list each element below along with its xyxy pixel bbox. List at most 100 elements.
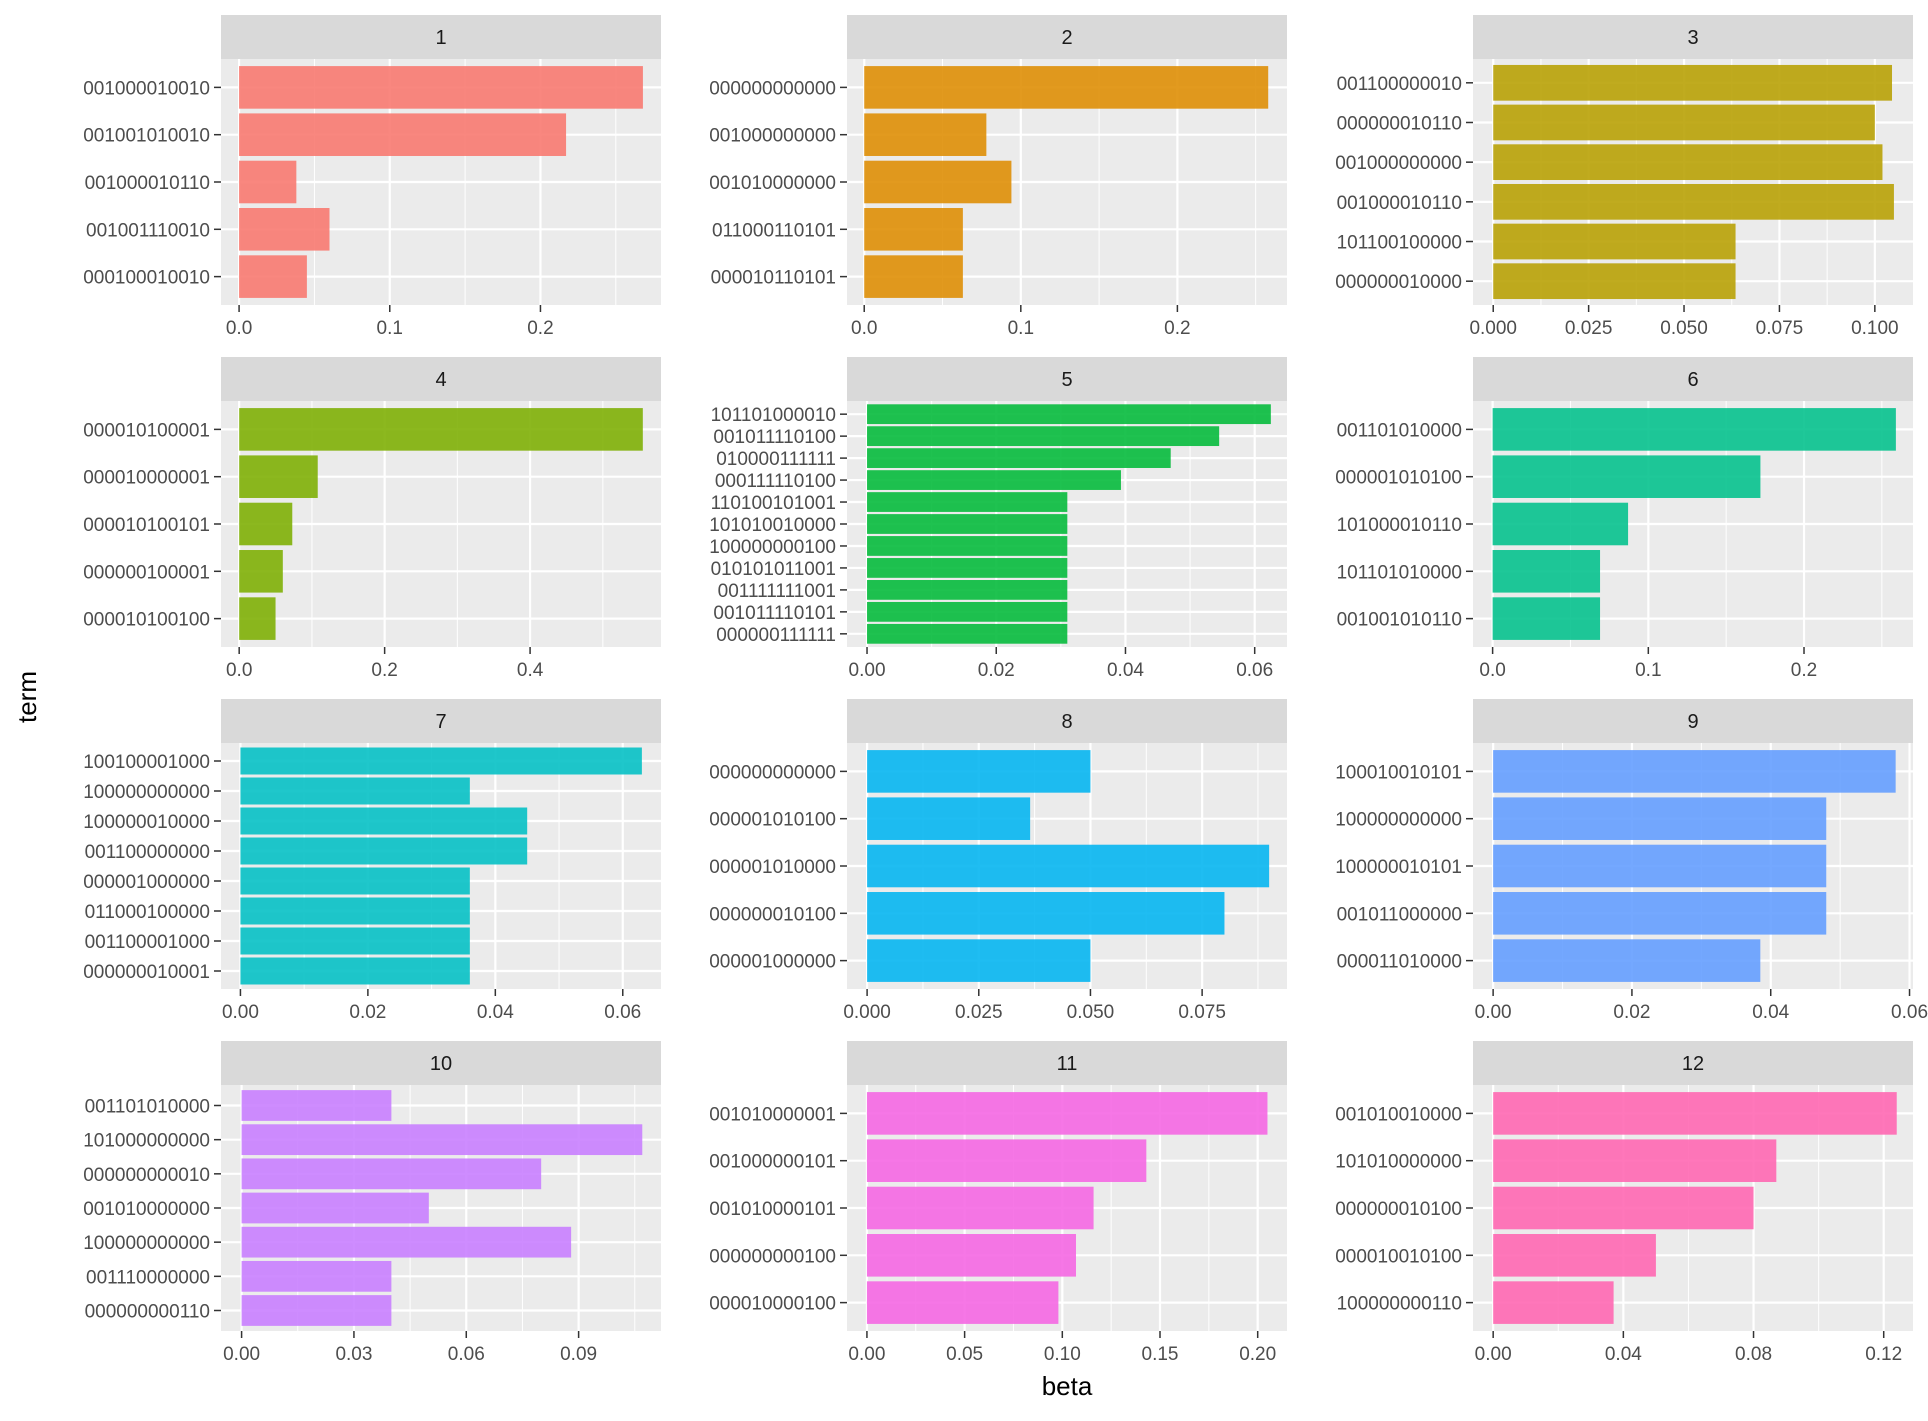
panel-6: 6 001101010000 000001010100 101000010110 101… [1335,357,1913,681]
y-tick-label: 100000010000 [83,812,210,833]
x-tick-label: 0.15 [1142,1344,1179,1365]
x-tick-label: 0.0 [226,660,252,681]
y-tick-label: 010101011001 [711,559,836,580]
panel-title: 4 [435,369,446,391]
y-tick-label: 000000000100 [709,1246,836,1267]
y-tick-label: 001001010010 [83,126,210,147]
bar [241,1158,542,1190]
bar [864,255,963,298]
x-tick-label: 0.1 [1008,318,1034,339]
y-tick-label: 000001010000 [709,857,836,878]
x-tick-label: 0.4 [517,660,544,681]
y-tick-label: 001000010010 [83,78,210,99]
x-tick-label: 0.06 [604,1002,641,1023]
x-tick-label: 0.2 [527,318,553,339]
panel-2: 2 000000000000 001000000000 001010000000 011… [709,15,1287,339]
bar [1493,1234,1656,1277]
x-tick-label: 0.08 [1735,1344,1772,1365]
panel-title: 3 [1687,27,1698,49]
panel-title: 2 [1061,27,1072,49]
bar [867,514,1068,534]
bar [867,844,1270,888]
x-tick-label: 0.00 [848,1344,885,1365]
y-tick-label: 000010100101 [83,515,210,536]
y-tick-label: 001001110010 [86,220,210,241]
y-tick-label: 001011110100 [713,427,836,448]
bar [239,113,567,156]
x-tick-label: 0.050 [1660,318,1708,339]
x-axis-title: beta [1042,1371,1093,1401]
x-tick-label: 0.06 [1891,1002,1928,1023]
panel-title: 1 [435,27,446,49]
bar [241,1260,392,1292]
x-tick-label: 0.04 [477,1002,514,1023]
bar [239,160,297,204]
bar [241,1192,429,1224]
x-tick-label: 0.2 [1791,660,1817,681]
y-tick-label: 001110000000 [86,1267,210,1288]
bar [1493,1092,1897,1135]
bar [864,113,987,156]
panel-strip [847,357,1287,401]
y-tick-label: 101010000000 [1335,1152,1462,1173]
y-tick-label: 011000100000 [85,902,210,923]
panel-strip [847,15,1287,59]
x-tick-label: 0.1 [1635,660,1661,681]
panel-1: 1 001000010010 001001010010 001000010110 001… [83,15,661,339]
bar [1493,939,1761,982]
x-tick-label: 0.05 [946,1344,983,1365]
bar [240,837,528,865]
y-tick-label: 001010010000 [1335,1104,1462,1125]
y-tick-label: 000000010110 [1337,113,1462,134]
y-tick-label: 000001010100 [1335,468,1462,489]
x-tick-label: 0.0 [226,318,252,339]
y-tick-label: 100000000000 [1335,810,1462,831]
x-tick-label: 0.06 [448,1344,485,1365]
y-tick-label: 000010100100 [83,610,210,631]
y-tick-label: 100000000110 [1337,1294,1462,1315]
bar [867,892,1225,935]
bar [1493,104,1875,141]
y-tick-label: 000001000000 [83,872,210,893]
bar [867,939,1091,982]
y-tick-label: 001010000001 [709,1104,836,1125]
panel-8: 8 000000000000 000001010100 000001010000 000… [709,699,1287,1023]
y-axis-title: term [12,671,42,723]
bar [240,897,470,925]
panel-strip [221,357,661,401]
y-tick-label: 001011110101 [713,603,836,624]
x-tick-label: 0.03 [335,1344,372,1365]
bar [866,1234,1076,1277]
y-tick-label: 101000010110 [1337,515,1462,536]
y-tick-label: 001101010000 [85,1097,210,1118]
bar [867,558,1068,578]
x-tick-label: 0.025 [1565,318,1613,339]
x-tick-label: 0.2 [1164,318,1190,339]
x-tick-label: 0.00 [1475,1002,1512,1023]
y-tick-label: 000001000000 [709,952,836,973]
bar [1493,144,1883,181]
y-tick-label: 001010000101 [709,1199,836,1220]
y-tick-label: 001101010000 [1337,420,1462,441]
x-tick-label: 0.00 [222,1002,259,1023]
y-tick-label: 101101000010 [711,405,836,426]
bar [867,470,1121,490]
panel-5: 5101101000010001011110100010000111111000… [709,357,1287,681]
x-tick-label: 0.050 [1067,1002,1115,1023]
y-tick-label: 001000010110 [1337,193,1462,214]
panel-title: 6 [1687,369,1698,391]
x-tick-label: 0.12 [1865,1344,1902,1365]
y-tick-label: 000010000100 [709,1294,836,1315]
bar [1493,64,1893,101]
x-tick-label: 0.02 [1613,1002,1650,1023]
y-tick-label: 011000110101 [712,220,836,241]
y-tick-label: 000010110101 [711,268,836,289]
y-tick-label: 100000000000 [83,1233,210,1254]
bar [239,408,643,451]
y-tick-label: 000000010100 [709,904,836,925]
panel-strip [1473,357,1913,401]
bar [867,580,1068,600]
x-tick-label: 0.02 [349,1002,386,1023]
bar [1493,797,1827,840]
